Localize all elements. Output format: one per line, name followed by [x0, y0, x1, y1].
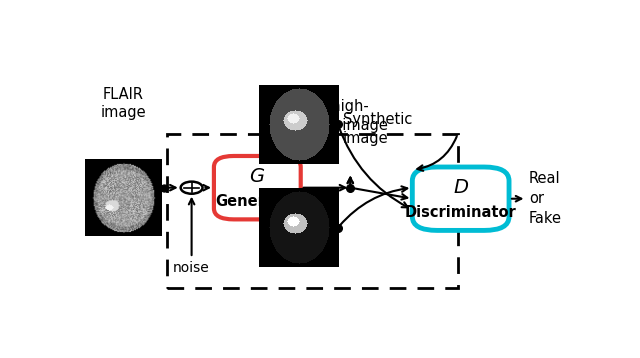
FancyBboxPatch shape: [214, 156, 301, 219]
Text: Real high-
contrast image: Real high- contrast image: [276, 99, 388, 132]
Text: $\mathit{G}$: $\mathit{G}$: [249, 168, 266, 187]
Text: Discriminator: Discriminator: [405, 205, 516, 220]
Text: Synthetic
image: Synthetic image: [343, 112, 412, 146]
Text: Generator: Generator: [215, 194, 300, 209]
Text: noise: noise: [173, 261, 210, 275]
Text: FLAIR
image: FLAIR image: [100, 87, 146, 120]
FancyBboxPatch shape: [412, 167, 509, 231]
Text: $\mathit{D}$: $\mathit{D}$: [452, 178, 468, 197]
Text: Real
or
Fake: Real or Fake: [529, 171, 562, 226]
